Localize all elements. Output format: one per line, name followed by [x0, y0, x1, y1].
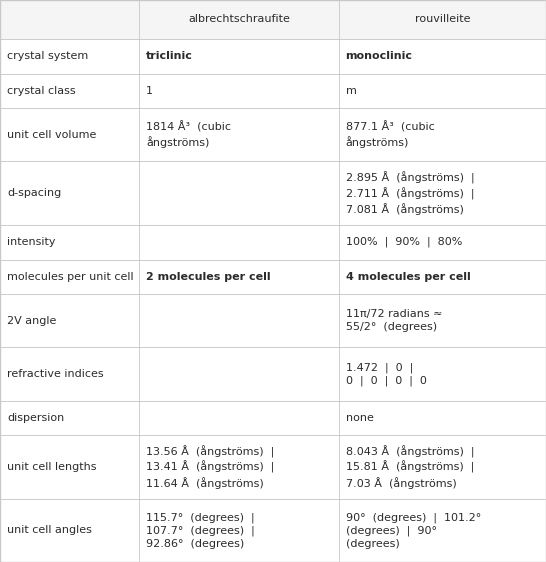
Text: 100%  |  90%  |  80%: 100% | 90% | 80%: [346, 237, 462, 247]
Text: 90°  (degrees)  |  101.2°
(degrees)  |  90°
(degrees): 90° (degrees) | 101.2° (degrees) | 90° (…: [346, 512, 481, 549]
Text: 4 molecules per cell: 4 molecules per cell: [346, 272, 470, 282]
Bar: [0, 161, 546, 225]
Text: unit cell volume: unit cell volume: [7, 130, 97, 140]
Text: refractive indices: refractive indices: [7, 369, 104, 379]
Bar: [0, 347, 546, 401]
Text: m: m: [346, 86, 357, 96]
Bar: [0, 498, 546, 562]
Text: dispersion: dispersion: [7, 413, 64, 423]
Text: 8.043 Å  (ångströms)  |
15.81 Å  (ångströms)  |
7.03 Å  (ångströms): 8.043 Å (ångströms) | 15.81 Å (ångströms…: [346, 445, 474, 489]
Text: 2.895 Å  (ångströms)  |
2.711 Å  (ångströms)  |
7.081 Å  (ångströms): 2.895 Å (ångströms) | 2.711 Å (ångströms…: [346, 171, 474, 215]
Text: 1.472  |  0  |
0  |  0  |  0  |  0: 1.472 | 0 | 0 | 0 | 0 | 0: [346, 362, 426, 386]
Text: 11π/72 radians ≈
55/2°  (degrees): 11π/72 radians ≈ 55/2° (degrees): [346, 310, 442, 332]
Text: d-spacing: d-spacing: [7, 188, 61, 198]
Text: 1814 Å³  (cubic
ångströms): 1814 Å³ (cubic ångströms): [146, 121, 231, 148]
Text: intensity: intensity: [7, 237, 56, 247]
Text: 115.7°  (degrees)  |
107.7°  (degrees)  |
92.86°  (degrees): 115.7° (degrees) | 107.7° (degrees) | 92…: [146, 512, 255, 549]
Bar: [0, 260, 546, 294]
Bar: [0, 39, 546, 74]
Bar: [0, 74, 546, 108]
Text: albrechtschraufite: albrechtschraufite: [188, 15, 290, 24]
Bar: [0, 108, 546, 161]
Bar: [0, 225, 546, 260]
Bar: [0, 0, 546, 39]
Text: unit cell lengths: unit cell lengths: [7, 462, 97, 472]
Text: 2 molecules per cell: 2 molecules per cell: [146, 272, 271, 282]
Text: crystal class: crystal class: [7, 86, 76, 96]
Text: monoclinic: monoclinic: [346, 51, 413, 61]
Text: 13.56 Å  (ångströms)  |
13.41 Å  (ångströms)  |
11.64 Å  (ångströms): 13.56 Å (ångströms) | 13.41 Å (ångströms…: [146, 445, 275, 489]
Bar: [0, 436, 546, 498]
Text: crystal system: crystal system: [7, 51, 88, 61]
Text: rouvilleite: rouvilleite: [414, 15, 470, 24]
Text: unit cell angles: unit cell angles: [7, 525, 92, 536]
Text: 2V angle: 2V angle: [7, 316, 56, 326]
Text: 877.1 Å³  (cubic
ångströms): 877.1 Å³ (cubic ångströms): [346, 121, 434, 148]
Text: triclinic: triclinic: [146, 51, 193, 61]
Bar: [0, 401, 546, 436]
Text: 1: 1: [146, 86, 153, 96]
Text: none: none: [346, 413, 373, 423]
Text: molecules per unit cell: molecules per unit cell: [7, 272, 134, 282]
Bar: [0, 294, 546, 347]
